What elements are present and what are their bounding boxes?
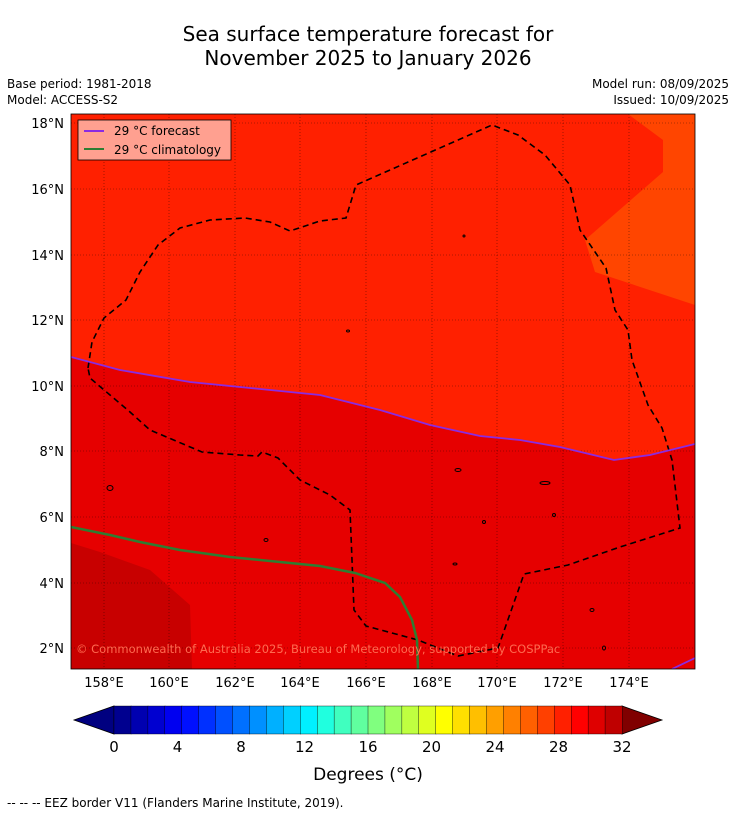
colorbar-bin bbox=[571, 705, 589, 735]
eez-footer-note: -- -- -- EEZ border V11 (Flanders Marine… bbox=[7, 796, 344, 810]
lat-label: 14°N bbox=[31, 249, 64, 264]
chart-title: Sea surface temperature forecast for Nov… bbox=[0, 22, 736, 70]
colorbar-tick: 8 bbox=[236, 738, 246, 756]
colorbar-tick: 16 bbox=[358, 738, 377, 756]
colorbar-bin bbox=[435, 705, 454, 735]
colorbar-bin bbox=[300, 705, 318, 735]
meta-left: Base period: 1981-2018 Model: ACCESS-S2 bbox=[7, 76, 152, 108]
latitude-labels: 18°N 16°N 14°N 12°N 10°N 8°N 6°N 4°N 2°N bbox=[31, 117, 64, 657]
colorbar-bin bbox=[266, 705, 284, 735]
lat-label: 4°N bbox=[40, 577, 65, 592]
colorbar-bin bbox=[232, 705, 251, 735]
lon-label: 160°E bbox=[149, 676, 189, 691]
colorbar-bin bbox=[486, 705, 505, 735]
colorbar-bin bbox=[554, 705, 572, 735]
colorbar-high-arrow bbox=[621, 705, 664, 735]
lon-label: 170°E bbox=[477, 676, 517, 691]
map-area: © Commonwealth of Australia 2025, Bureau… bbox=[71, 114, 695, 669]
lat-label: 8°N bbox=[40, 445, 65, 460]
eez-border bbox=[87, 124, 681, 657]
islands bbox=[106, 234, 606, 651]
colorbar-tick: 0 bbox=[109, 738, 119, 756]
lon-label: 168°E bbox=[412, 676, 452, 691]
colorbar-bin bbox=[587, 705, 606, 735]
legend-climatology-label: 29 °C climatology bbox=[114, 143, 221, 157]
legend: 29 °C forecast 29 °C climatology bbox=[77, 119, 232, 161]
colorbar-bin bbox=[503, 705, 522, 735]
base-period: Base period: 1981-2018 bbox=[7, 77, 152, 91]
copyright-text: © Commonwealth of Australia 2025, Bureau… bbox=[76, 642, 560, 656]
meta-right: Model run: 08/09/2025 Issued: 10/09/2025 bbox=[592, 76, 729, 108]
colorbar-bin bbox=[537, 705, 555, 735]
lon-label: 174°E bbox=[609, 676, 649, 691]
lon-label: 162°E bbox=[215, 676, 255, 691]
colorbar-bin bbox=[198, 705, 217, 735]
colorbar: 0 4 8 12 16 20 24 28 32 Degrees (°C) bbox=[72, 705, 664, 785]
lon-label: 172°E bbox=[543, 676, 583, 691]
colorbar-tick: 28 bbox=[549, 738, 568, 756]
lon-label: 158°E bbox=[84, 676, 124, 691]
lon-label: 166°E bbox=[346, 676, 386, 691]
colorbar-label: Degrees (°C) bbox=[313, 765, 423, 785]
title-line-1: Sea surface temperature forecast for bbox=[182, 22, 554, 46]
colorbar-bin bbox=[418, 705, 437, 735]
forecast-29c-line bbox=[71, 356, 695, 461]
colorbar-bins bbox=[113, 705, 623, 735]
colorbar-tick: 12 bbox=[295, 738, 314, 756]
colorbar-bin bbox=[367, 705, 386, 735]
colorbar-bin bbox=[401, 705, 420, 735]
colorbar-bin bbox=[317, 705, 335, 735]
colorbar-tick: 20 bbox=[422, 738, 441, 756]
colorbar-bin bbox=[113, 705, 132, 735]
climatology-29c-line bbox=[71, 525, 420, 669]
legend-box bbox=[77, 119, 232, 161]
longitude-labels: 158°E 160°E 162°E 164°E 166°E 168°E 170°… bbox=[84, 676, 649, 691]
forecast-29c-line-corner bbox=[671, 657, 695, 669]
lat-label: 18°N bbox=[31, 117, 64, 132]
lat-label: 16°N bbox=[31, 183, 64, 198]
colorbar-bin bbox=[181, 705, 200, 735]
lat-label: 12°N bbox=[31, 314, 64, 329]
colorbar-bin bbox=[520, 705, 538, 735]
colorbar-bin bbox=[215, 705, 234, 735]
colorbar-bin bbox=[249, 705, 268, 735]
colorbar-bin bbox=[147, 705, 166, 735]
colorbar-bin bbox=[283, 705, 301, 735]
colorbar-bin bbox=[452, 705, 471, 735]
colorbar-bin bbox=[469, 705, 488, 735]
model-run: Model run: 08/09/2025 bbox=[591, 77, 729, 91]
map-frame bbox=[70, 113, 696, 670]
legend-forecast-label: 29 °C forecast bbox=[114, 124, 200, 138]
sst-field-28-29 bbox=[71, 357, 695, 669]
colorbar-bin bbox=[164, 705, 183, 735]
lat-label: 10°N bbox=[31, 380, 64, 395]
colorbar-tick: 4 bbox=[173, 738, 183, 756]
colorbar-tick: 24 bbox=[485, 738, 504, 756]
colorbar-bin bbox=[350, 705, 369, 735]
title-line-2: November 2025 to January 2026 bbox=[204, 46, 532, 70]
lat-label: 6°N bbox=[40, 511, 65, 526]
sst-field-27-28 bbox=[71, 543, 192, 669]
colorbar-bin bbox=[333, 705, 352, 735]
colorbar-ticks: 0 4 8 12 16 20 24 28 32 bbox=[109, 738, 631, 756]
issued-date: Issued: 10/09/2025 bbox=[613, 93, 729, 107]
sst-field-30-31 bbox=[585, 114, 695, 305]
colorbar-bin bbox=[130, 705, 149, 735]
colorbar-bin bbox=[604, 705, 623, 735]
lon-label: 164°E bbox=[280, 676, 320, 691]
colorbar-bin bbox=[384, 705, 403, 735]
colorbar-low-arrow bbox=[72, 705, 115, 735]
lat-label: 2°N bbox=[40, 642, 65, 657]
colorbar-tick: 32 bbox=[612, 738, 631, 756]
model-name: Model: ACCESS-S2 bbox=[7, 93, 119, 107]
